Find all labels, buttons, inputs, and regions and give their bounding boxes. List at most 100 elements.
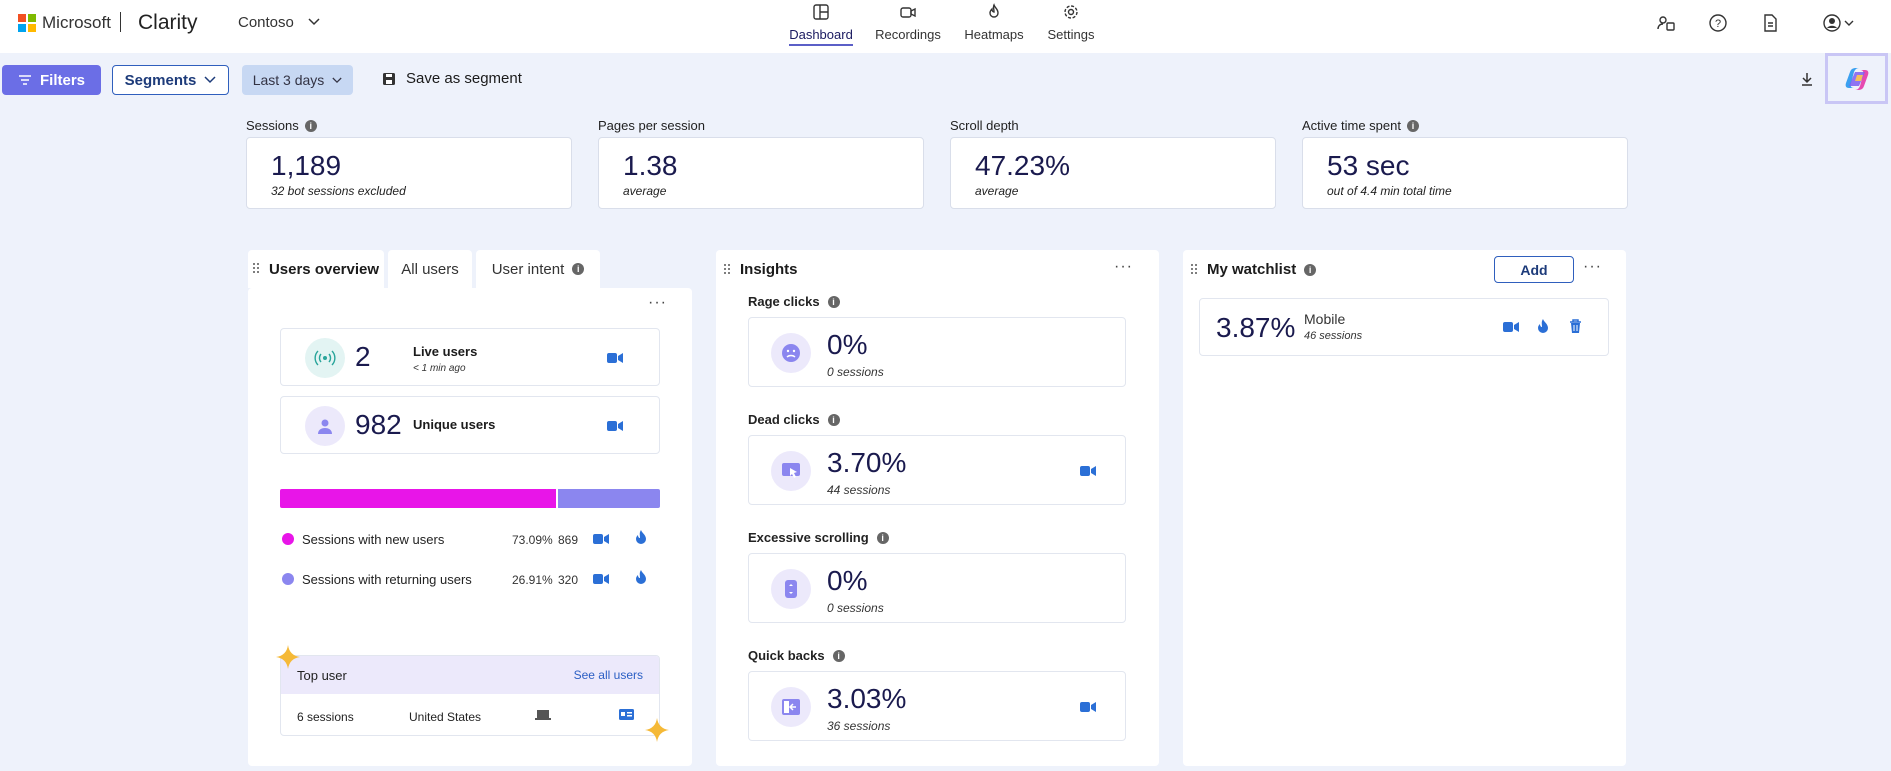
more-options-icon[interactable]: ··· bbox=[1114, 258, 1133, 275]
dead-clicks-value: 3.70% bbox=[827, 447, 907, 478]
watchlist-item-label: Mobile bbox=[1304, 311, 1346, 327]
returning-users-legend-dot bbox=[282, 573, 294, 585]
live-users-time: < 1 min ago bbox=[413, 363, 466, 374]
account-icon[interactable] bbox=[1822, 13, 1856, 33]
insight-label-text: Quick backs bbox=[748, 648, 825, 663]
kpi-subtext: 32 bot sessions excluded bbox=[271, 184, 406, 198]
live-users-label: Live users bbox=[413, 344, 478, 359]
recording-icon[interactable] bbox=[607, 420, 623, 432]
nav-heatmaps[interactable]: Heatmaps bbox=[963, 0, 1025, 53]
recording-icon[interactable] bbox=[593, 573, 609, 585]
info-icon[interactable]: i bbox=[572, 263, 585, 275]
kpi-card-scroll: 47.23% average bbox=[950, 137, 1276, 209]
scroll-icon bbox=[771, 569, 811, 609]
filter-icon bbox=[18, 75, 31, 85]
copilot-button[interactable] bbox=[1825, 53, 1888, 104]
quick-backs-card[interactable]: 3.03% 36 sessions bbox=[748, 671, 1126, 741]
kpi-value: 47.23% bbox=[975, 150, 1070, 181]
unique-users-label: Unique users bbox=[413, 417, 496, 432]
sparkle-icon bbox=[276, 645, 300, 669]
heatmap-icon[interactable] bbox=[635, 570, 647, 586]
returning-users-bar-segment bbox=[558, 489, 660, 508]
rage-face-icon bbox=[771, 333, 811, 373]
add-watchlist-button[interactable]: Add bbox=[1494, 256, 1574, 283]
info-icon[interactable]: i bbox=[876, 531, 889, 544]
microsoft-wordmark: Microsoft bbox=[42, 13, 111, 32]
kpi-card-pages: 1.38 average bbox=[598, 137, 924, 209]
tab-all-users[interactable]: All users bbox=[388, 250, 472, 288]
app-title[interactable]: Clarity bbox=[138, 11, 198, 34]
insights-panel: Insights ··· Rage clicks i 0% 0 sessions… bbox=[716, 250, 1159, 766]
brand-divider bbox=[120, 12, 121, 32]
tab-users-overview[interactable]: Users overview bbox=[248, 250, 384, 288]
unique-users-value: 982 bbox=[355, 409, 402, 440]
info-icon[interactable]: i bbox=[304, 119, 317, 132]
user-card-icon[interactable] bbox=[619, 709, 634, 720]
rage-clicks-card[interactable]: 0% 0 sessions bbox=[748, 317, 1126, 387]
chevron-down-icon bbox=[204, 76, 216, 84]
kpi-card-active-time: 53 sec out of 4.4 min total time bbox=[1302, 137, 1628, 209]
kpi-title-text: Scroll depth bbox=[950, 118, 1019, 133]
unique-users-card: 982 Unique users bbox=[280, 396, 660, 454]
tab-label: User intent bbox=[491, 260, 565, 278]
nav-settings[interactable]: Settings bbox=[1045, 0, 1097, 53]
returning-users-count: 320 bbox=[558, 573, 579, 587]
excessive-scrolling-card[interactable]: 0% 0 sessions bbox=[748, 553, 1126, 623]
quick-backs-value: 3.03% bbox=[827, 683, 907, 714]
new-users-count: 869 bbox=[558, 533, 579, 547]
info-icon[interactable]: i bbox=[832, 649, 845, 662]
dead-clicks-sessions: 44 sessions bbox=[827, 483, 891, 497]
recording-icon[interactable] bbox=[593, 533, 609, 545]
live-users-value: 2 bbox=[355, 341, 371, 372]
chevron-down-icon[interactable] bbox=[306, 14, 322, 30]
info-icon[interactable]: i bbox=[827, 295, 840, 308]
people-icon[interactable] bbox=[1656, 13, 1676, 33]
insight-label-text: Rage clicks bbox=[748, 294, 820, 309]
more-options-icon[interactable]: ··· bbox=[1583, 258, 1602, 275]
document-icon[interactable] bbox=[1760, 13, 1780, 33]
project-selector[interactable]: Contoso bbox=[238, 14, 294, 31]
bar-divider bbox=[556, 489, 558, 508]
help-icon[interactable]: ? bbox=[1708, 13, 1728, 33]
new-users-legend-dot bbox=[282, 533, 294, 545]
info-icon[interactable]: i bbox=[1407, 119, 1419, 132]
nav-dashboard[interactable]: Dashboard bbox=[789, 0, 853, 53]
drag-handle-icon[interactable] bbox=[252, 263, 261, 275]
drag-handle-icon[interactable] bbox=[724, 264, 732, 276]
heatmap-icon[interactable] bbox=[1537, 319, 1549, 335]
trash-icon[interactable] bbox=[1569, 319, 1582, 334]
drag-handle-icon[interactable] bbox=[1191, 264, 1199, 276]
recording-icon[interactable] bbox=[1080, 701, 1096, 713]
tab-label: All users bbox=[401, 260, 459, 278]
info-icon[interactable]: i bbox=[1304, 263, 1317, 276]
gear-icon bbox=[1064, 5, 1078, 19]
recording-icon[interactable] bbox=[1080, 465, 1096, 477]
svg-text:?: ? bbox=[1715, 18, 1721, 30]
watchlist-item-mobile[interactable]: 3.87% Mobile 46 sessions bbox=[1199, 298, 1609, 356]
dead-clicks-card[interactable]: 3.70% 44 sessions bbox=[748, 435, 1126, 505]
kpi-card-sessions: 1,189 32 bot sessions excluded bbox=[246, 137, 572, 209]
recording-icon[interactable] bbox=[607, 352, 623, 364]
top-user-title: Top user bbox=[297, 668, 347, 683]
tab-user-intent[interactable]: User intent i bbox=[476, 250, 600, 288]
see-all-users-link[interactable]: See all users bbox=[573, 668, 643, 682]
rage-clicks-sessions: 0 sessions bbox=[827, 365, 884, 379]
download-icon[interactable] bbox=[1798, 70, 1816, 88]
watchlist-header: My watchlist i bbox=[1207, 261, 1317, 278]
segments-label: Segments bbox=[124, 71, 197, 89]
nav-recordings[interactable]: Recordings bbox=[874, 0, 942, 53]
recording-icon[interactable] bbox=[1503, 321, 1519, 333]
tab-label: Users overview bbox=[268, 260, 380, 278]
info-icon[interactable]: i bbox=[827, 413, 840, 426]
top-navigation-bar: Microsoft Clarity Contoso Dashboard Reco… bbox=[0, 0, 1891, 53]
save-as-segment-button[interactable]: Save as segment bbox=[382, 70, 522, 87]
filters-button[interactable]: Filters bbox=[2, 65, 101, 95]
heatmap-icon[interactable] bbox=[635, 530, 647, 546]
watchlist-panel: My watchlist i Add ··· 3.87% Mobile 46 s… bbox=[1183, 250, 1626, 766]
dead-clicks-label: Dead clicks i bbox=[748, 412, 840, 427]
save-icon bbox=[383, 72, 395, 85]
kpi-title-sessions: Sessions i bbox=[246, 118, 317, 133]
segments-dropdown[interactable]: Segments bbox=[112, 65, 229, 95]
date-range-dropdown[interactable]: Last 3 days bbox=[242, 65, 353, 95]
more-options-icon[interactable]: ··· bbox=[648, 294, 667, 311]
